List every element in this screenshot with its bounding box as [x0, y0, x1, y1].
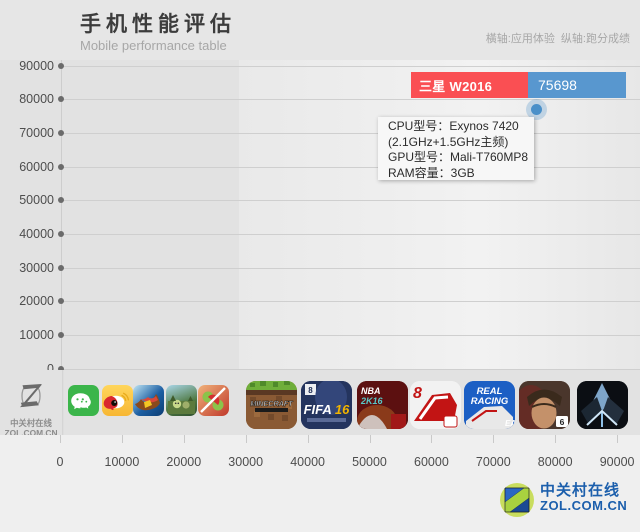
svg-text:EA: EA	[505, 419, 515, 428]
svg-text:6: 6	[560, 417, 565, 427]
svg-text:8: 8	[308, 386, 313, 395]
svg-text:NBA: NBA	[361, 386, 381, 396]
svg-text:RACING: RACING	[471, 396, 509, 407]
svg-text:2K16: 2K16	[360, 396, 384, 406]
svg-text:8: 8	[413, 385, 422, 402]
svg-text:MINECRAFT: MINECRAFT	[250, 399, 293, 408]
svg-text:FIFA 16: FIFA 16	[304, 402, 351, 417]
